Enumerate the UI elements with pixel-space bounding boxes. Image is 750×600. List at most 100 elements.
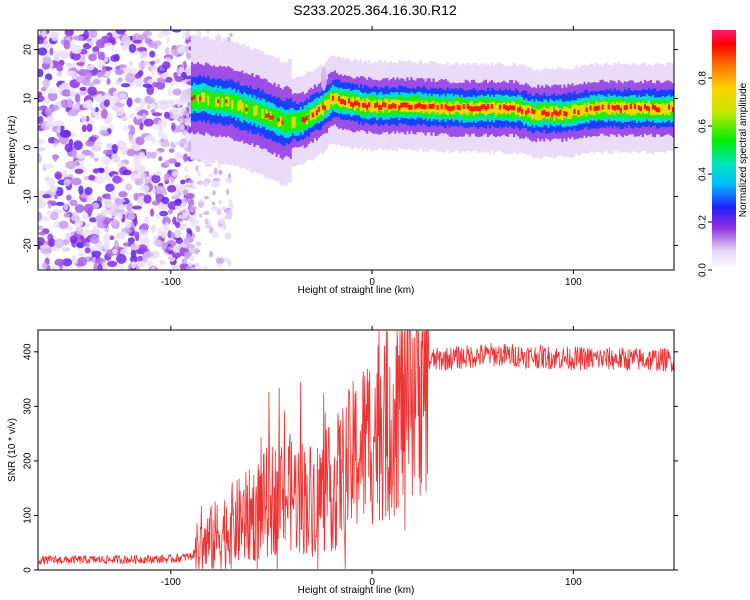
noise-speckle — [115, 30, 127, 35]
ridge-cell — [619, 101, 622, 113]
noise-speckle — [111, 66, 116, 73]
noise-speckle — [180, 51, 184, 56]
noise-speckle — [50, 265, 57, 270]
ridge-cell — [197, 94, 200, 105]
noise-speckle — [198, 198, 205, 203]
noise-speckle — [171, 195, 179, 200]
noise-speckle — [146, 261, 154, 267]
ridge-cell — [456, 104, 459, 110]
noise-speckle — [150, 67, 156, 77]
noise-speckle — [65, 70, 77, 77]
ridge-cell — [671, 101, 674, 113]
ridge-cell — [569, 108, 572, 120]
noise-speckle — [167, 89, 173, 97]
ridge-cell — [629, 104, 632, 116]
noise-speckle — [184, 110, 188, 115]
noise-speckle — [202, 160, 210, 164]
noise-speckle — [112, 175, 122, 184]
ridge-cell — [430, 104, 433, 109]
noise-speckle — [178, 214, 188, 219]
noise-speckle — [120, 83, 131, 88]
noise-speckle — [97, 263, 103, 270]
noise-speckle — [38, 231, 47, 236]
spectrogram-area — [38, 30, 674, 270]
noise-speckle — [129, 255, 138, 263]
noise-speckle — [71, 255, 76, 265]
noise-speckle — [171, 30, 182, 33]
ridge-cell — [319, 103, 322, 115]
ridge-cell — [201, 92, 204, 103]
noise-speckle — [101, 198, 111, 204]
noise-speckle — [38, 106, 44, 111]
ridge-cell — [370, 101, 373, 113]
ridge-cell — [396, 99, 399, 111]
noise-speckle — [66, 98, 73, 108]
noise-speckle — [72, 35, 84, 41]
noise-speckle — [181, 258, 188, 265]
ridge-cell — [321, 104, 324, 116]
ridge-cell — [213, 93, 216, 111]
colorbar-tick-label: 0.8 — [698, 71, 709, 85]
ridge-cell — [426, 101, 429, 113]
noise-speckle — [71, 52, 81, 61]
noise-speckle — [106, 78, 111, 86]
noise-speckle — [211, 201, 215, 206]
y-axis-label: Frequency (Hz) — [7, 116, 18, 185]
ridge-cell — [591, 104, 594, 115]
y-tick-label: 300 — [23, 398, 34, 415]
noise-speckle — [160, 230, 167, 239]
y-axis-label: SNR (10 * v/v) — [7, 418, 18, 482]
colorbar-label: Normalized spectral amplitude — [738, 82, 749, 217]
noise-speckle — [143, 216, 150, 224]
ridge-cell — [331, 95, 335, 101]
ridge-cell — [275, 109, 278, 128]
ridge-cell — [478, 106, 481, 111]
ridge-cell — [313, 108, 316, 120]
noise-speckle — [63, 178, 71, 187]
noise-speckle — [172, 216, 177, 225]
ridge-cell — [293, 116, 296, 128]
ridge-cell — [484, 105, 488, 111]
noise-speckle — [184, 166, 188, 173]
noise-speckle — [177, 45, 188, 55]
noise-speckle — [38, 153, 41, 163]
noise-speckle — [168, 158, 177, 164]
ridge-cell — [424, 104, 427, 110]
noise-speckle — [172, 88, 182, 96]
noise-speckle — [95, 93, 104, 104]
noise-speckle — [110, 104, 119, 111]
noise-speckle — [195, 225, 201, 233]
noise-speckle — [186, 101, 192, 107]
ridge-cell — [380, 105, 383, 111]
noise-speckle — [160, 141, 170, 148]
noise-speckle — [126, 202, 133, 212]
noise-speckle — [143, 251, 154, 258]
ridge-cell — [267, 113, 270, 117]
ridge-cell — [297, 113, 300, 132]
noise-speckle — [65, 233, 70, 240]
noise-speckle — [45, 97, 50, 106]
x-tick-label: 100 — [565, 277, 582, 288]
noise-speckle — [174, 204, 183, 210]
noise-speckle — [212, 190, 216, 196]
noise-speckle — [218, 169, 223, 176]
ridge-cell — [629, 104, 632, 109]
ridge-cell — [655, 107, 659, 113]
noise-speckle — [138, 152, 146, 160]
noise-speckle — [105, 202, 113, 208]
noise-speckle — [187, 179, 194, 183]
noise-speckle — [153, 42, 158, 50]
ridge-cell — [587, 102, 590, 114]
noise-speckle — [186, 227, 192, 234]
noise-speckle — [95, 176, 106, 185]
noise-speckle — [49, 211, 59, 221]
ridge-cell — [661, 102, 665, 114]
noise-speckle — [204, 218, 209, 225]
noise-speckle — [198, 213, 203, 218]
noise-speckle — [206, 30, 211, 35]
noise-speckle — [41, 30, 47, 38]
noise-speckle — [83, 203, 94, 214]
ridge-cell — [382, 101, 385, 113]
noise-speckle — [121, 34, 131, 45]
ridge-cell — [239, 99, 242, 110]
